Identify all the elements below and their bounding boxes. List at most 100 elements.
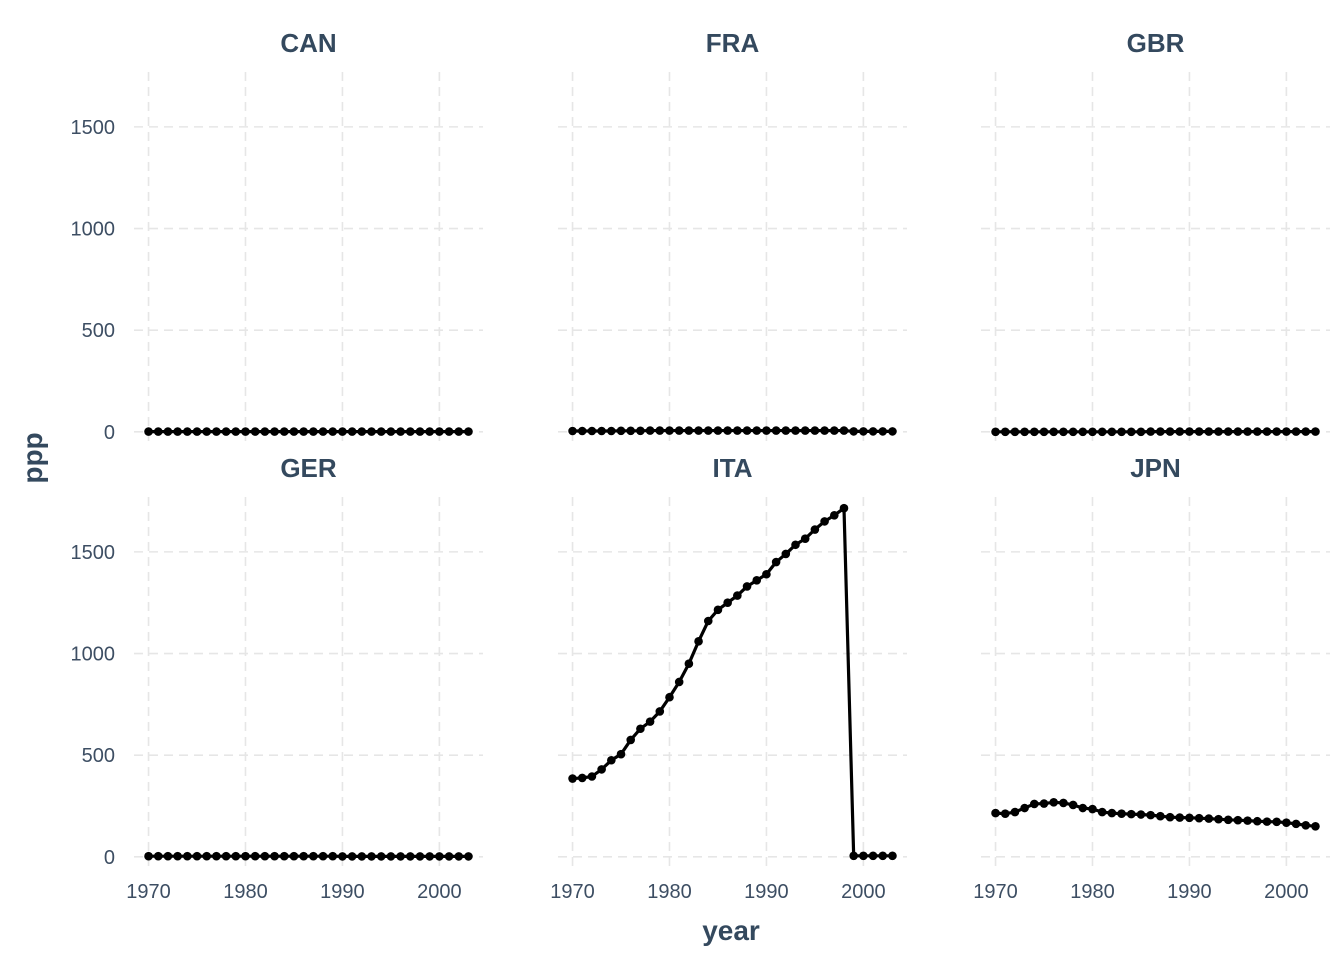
data-point [1204,814,1214,823]
data-point [454,427,464,436]
data-point [250,427,260,436]
data-point [1262,427,1272,436]
data-point [684,426,694,435]
data-point [1097,807,1107,817]
x-tick-label: 2000 [417,881,462,903]
data-point [1214,814,1223,824]
data-point [655,426,665,435]
data-point [1136,810,1146,819]
data-point [839,426,849,435]
data-point [1291,819,1301,829]
data-point [347,427,357,436]
panel-fra: FRA [558,28,907,444]
data-point [444,852,454,861]
data-point [888,427,897,436]
data-point [636,724,645,734]
data-point [587,772,597,781]
data-point [1068,427,1078,437]
data-point [1185,813,1194,823]
data-point [173,851,182,861]
data-point [328,427,338,436]
data-point [250,851,260,861]
data-point [1194,427,1204,436]
data-point [781,549,791,559]
data-point [1049,798,1059,807]
data-point [1000,809,1010,819]
data-point [396,427,405,436]
data-point [1020,427,1029,437]
data-point [464,427,473,436]
data-point [357,852,367,861]
y-tick-label: 500 [82,320,115,342]
data-point [386,427,396,436]
data-point [607,755,616,765]
data-point [347,852,357,861]
facet-title: GBR [1127,28,1185,58]
data-point [868,427,878,436]
data-point [829,510,839,520]
data-point [742,582,752,591]
x-tick-label: 1980 [223,881,268,903]
data-point [626,426,636,436]
data-point [270,427,279,436]
data-point [1252,816,1262,826]
data-point [1175,813,1185,822]
facet-title: GER [280,453,337,483]
data-point [338,427,347,436]
data-point [1311,427,1320,436]
data-point [279,851,289,861]
data-point [1030,799,1039,809]
data-point [279,427,289,436]
data-point [859,427,868,436]
data-point [616,426,626,436]
data-point [396,852,405,861]
data-point [762,426,771,435]
data-point [405,852,415,861]
facet-title: FRA [706,28,760,58]
data-point [878,427,888,436]
data-point [289,851,299,861]
data-point [1088,804,1097,814]
data-point [1185,427,1194,436]
x-tick-label: 1990 [320,881,365,903]
data-point [1049,427,1059,437]
data-point [1214,427,1223,436]
y-tick-label: 1000 [71,219,116,241]
data-point [464,852,473,861]
data-point [1165,427,1175,436]
data-point [1156,427,1165,436]
data-point [888,851,897,861]
data-point [1068,800,1078,810]
data-point [810,525,820,534]
data-point [1010,807,1020,817]
data-point [810,426,820,435]
data-point [192,427,202,436]
data-point [153,427,163,436]
data-point [454,852,464,861]
data-point [616,749,626,759]
data-point [1282,427,1291,436]
x-tick-label: 2000 [1264,881,1309,903]
data-point [435,427,444,436]
data-point [299,851,308,861]
data-point [636,426,645,436]
data-point [1252,427,1262,436]
data-point [318,851,328,861]
data-point [800,426,810,435]
data-point [192,851,202,861]
data-point [1223,815,1233,825]
data-point [577,773,587,783]
x-tick-label: 1970 [550,881,595,903]
data-point [1146,427,1155,436]
data-point [1311,822,1320,831]
data-point [1097,427,1107,437]
data-point [713,426,723,435]
data-point [1039,799,1049,808]
y-tick-label: 1500 [71,117,116,139]
data-point [694,637,703,646]
data-point [435,852,444,861]
data-point [1223,427,1233,436]
data-point [849,427,858,436]
data-point [221,427,231,436]
